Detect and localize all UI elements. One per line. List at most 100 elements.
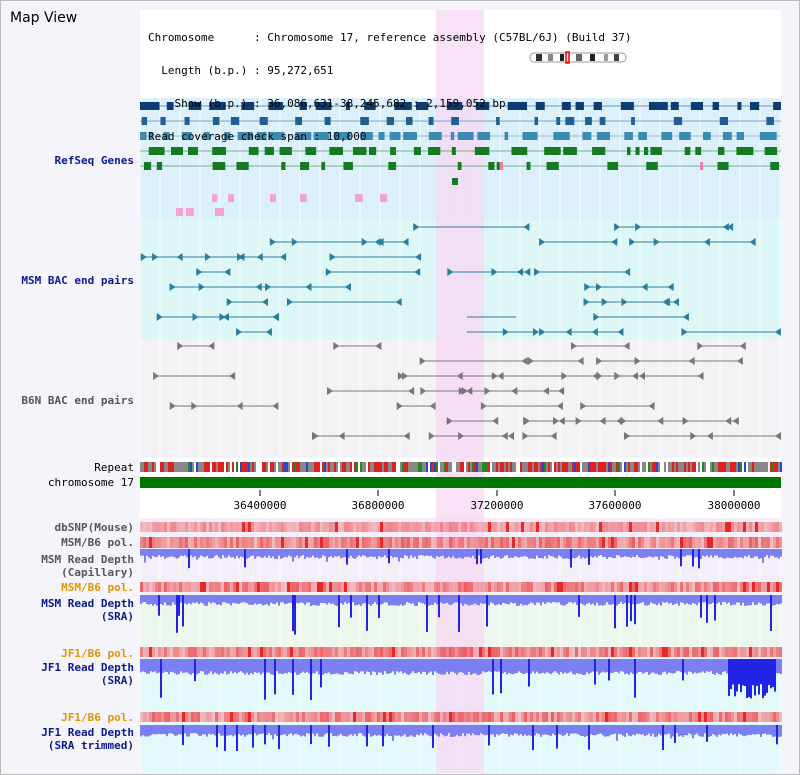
repeat-block xyxy=(500,462,502,472)
gene-block xyxy=(593,102,602,110)
depth-bar xyxy=(714,659,716,675)
pol-cell xyxy=(359,537,362,548)
pol-cell xyxy=(227,537,230,548)
depth-bar xyxy=(554,725,556,736)
repeat-block xyxy=(170,462,172,472)
gene-block xyxy=(313,132,330,140)
depth-bar xyxy=(588,725,590,750)
depth-bar xyxy=(310,549,312,558)
pol-cell xyxy=(329,647,332,657)
depth-bar xyxy=(420,725,422,734)
pol-cell xyxy=(479,582,482,592)
depth-bar xyxy=(400,659,402,672)
depth-bar xyxy=(482,725,484,735)
pol-cell xyxy=(629,522,632,532)
depth-bar xyxy=(664,549,666,559)
depth-bar xyxy=(624,595,626,603)
depth-bar xyxy=(162,549,164,557)
pol-cell xyxy=(593,647,596,657)
depth-bar xyxy=(422,549,424,556)
repeat-block xyxy=(648,462,650,472)
depth-bar xyxy=(254,549,256,559)
pol-cell xyxy=(614,537,617,548)
depth-bar xyxy=(544,549,546,557)
pol-cell xyxy=(473,537,476,548)
depth-bar xyxy=(642,595,644,603)
depth-bar xyxy=(428,659,430,673)
ideogram-band xyxy=(560,54,564,61)
depth-bar xyxy=(738,725,740,734)
pol-cell xyxy=(704,537,707,548)
depth-bar xyxy=(756,549,758,557)
pol-cell xyxy=(596,582,599,592)
gene-block xyxy=(670,102,679,110)
depth-bar xyxy=(360,549,362,557)
depth-bar xyxy=(326,549,328,562)
pol-cell xyxy=(404,647,407,657)
depth-bar xyxy=(142,549,144,556)
depth-bar xyxy=(514,659,516,674)
depth-bar xyxy=(272,595,274,604)
pol-cell xyxy=(248,522,251,532)
depth-bar xyxy=(598,659,600,675)
depth-bar xyxy=(360,595,362,606)
pol-cell xyxy=(368,537,371,548)
bac-end-right xyxy=(648,402,655,410)
pol-cell xyxy=(281,582,284,592)
depth-bar xyxy=(428,725,430,736)
depth-bar xyxy=(528,595,530,605)
depth-bar xyxy=(432,595,434,605)
repeat-block xyxy=(504,462,506,472)
chromosome-label: chromosome 17 xyxy=(47,476,134,489)
pol-cell xyxy=(314,537,317,548)
depth-bar xyxy=(376,725,378,736)
pol-cell xyxy=(476,537,479,548)
depth-bar xyxy=(386,549,388,558)
depth-bar xyxy=(294,595,296,635)
depth-bar xyxy=(356,659,358,672)
bac-end-right xyxy=(739,342,746,350)
pol-cell xyxy=(542,582,545,592)
bac-end-right xyxy=(402,238,409,246)
depth-bar xyxy=(220,549,222,559)
bac-end-left xyxy=(629,238,636,246)
pol-cell xyxy=(416,522,419,532)
depth-bar xyxy=(356,549,358,558)
depth-bar xyxy=(310,725,312,745)
repeat-block xyxy=(478,462,480,472)
depth-bar xyxy=(252,659,254,675)
repeat-block xyxy=(362,462,364,472)
depth-bar xyxy=(226,595,228,604)
pol-cell xyxy=(233,647,236,657)
repeat-block xyxy=(578,462,580,472)
repeat-block xyxy=(406,462,408,472)
bac-end-left xyxy=(428,432,435,440)
depth-bar xyxy=(732,725,734,735)
bac-end-left xyxy=(596,357,603,365)
depth-bar xyxy=(300,659,302,674)
depth-bar xyxy=(528,725,530,736)
pol-cell xyxy=(674,522,677,532)
pol-cell xyxy=(305,712,308,722)
depth-bar xyxy=(482,595,484,604)
pol-cell xyxy=(509,582,512,592)
pol-cell xyxy=(548,712,551,722)
repeat-block xyxy=(220,462,222,472)
depth-bar xyxy=(314,659,316,674)
pol-cell xyxy=(653,647,656,657)
depth-bar xyxy=(488,595,490,606)
depth-bar xyxy=(706,549,708,556)
pol-cell xyxy=(398,582,401,592)
depth-bar xyxy=(688,595,690,605)
pol-cell xyxy=(476,647,479,657)
depth-bar xyxy=(350,595,352,618)
gene-block xyxy=(184,117,190,125)
repeat-block xyxy=(638,462,640,472)
depth-bar xyxy=(416,725,418,735)
depth-bar xyxy=(660,659,662,675)
depth-bar xyxy=(208,595,210,603)
repeat-block xyxy=(686,462,688,472)
depth-bar xyxy=(364,725,366,737)
pol-cell xyxy=(323,712,326,722)
